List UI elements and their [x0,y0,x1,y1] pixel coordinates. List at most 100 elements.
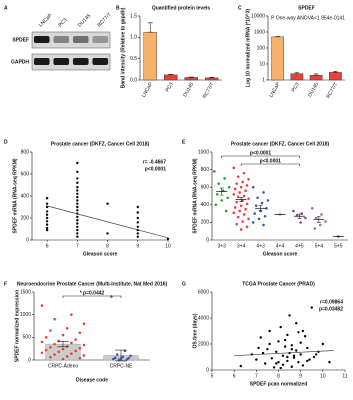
point [257,217,261,221]
y-tick-label: 1000 [198,149,209,155]
panel-letter: G [182,281,186,287]
point [262,223,265,227]
x-axis-label: Gleason score [263,251,298,257]
x-tick-label: LNCaP [268,81,282,99]
point [136,221,139,224]
point [233,187,237,191]
point [82,322,86,326]
point [268,342,271,346]
x-tick-label: CRPC-NE [110,363,133,369]
point [44,336,48,339]
y-tick-label: 0 [206,237,209,243]
y-tick-label: 0.5 [130,56,137,62]
panel-letter: A [4,5,8,11]
point [295,349,298,352]
point [292,354,296,357]
bar [143,32,158,81]
point [251,221,255,224]
point [260,201,264,205]
point [76,189,79,192]
x-tick-label: PC3 [291,81,301,93]
x-tick-label: RC77/T [202,82,216,100]
error-bar [258,205,263,212]
error-bar [147,22,153,33]
point [57,350,61,354]
panel-title: Prostate cancer (DKFZ, Cancer Cell 2018) [51,141,150,147]
point [49,355,52,359]
y-tick-label: 2000 [198,341,209,347]
bar [163,74,178,81]
panel-letter: C [238,5,242,11]
point [65,326,69,330]
error-bar [333,70,338,73]
point [281,363,285,366]
point [241,180,244,184]
point [220,199,224,202]
x-tick-label: 5+5 [334,243,343,249]
point [44,348,48,352]
point [76,235,79,238]
point [314,216,318,220]
point [251,185,255,189]
point [70,313,73,316]
y-tick-label: 10 [259,61,265,67]
y-tick-label: 1.0 [130,35,137,41]
comparison-label: p<0.0001 [260,158,281,164]
point [306,359,309,363]
point [290,365,293,368]
point [286,355,289,359]
x-tick-label: DU145 [182,81,195,98]
blot-band [53,58,70,65]
x-axis-label: SPDEF pcan normalized [250,381,308,387]
point [217,182,221,185]
point [318,223,322,227]
error-bar [57,341,69,348]
x-tick-label: LNCaP [141,81,155,99]
point [299,353,302,356]
point [49,329,52,332]
y-axis-label: Band intensity (Relative to gapdh) [120,7,126,88]
panel-title: Prostate cancer (DKFZ, Cancer Cell 2018) [231,141,330,147]
x-axis-label: Disease code [76,377,108,383]
y-tick-label: 0 [28,357,31,363]
point [245,202,249,206]
panel-title: TCGA Prostate Cancer (PRAD) [242,281,315,287]
point [238,209,241,213]
point [238,191,241,194]
point [283,345,287,348]
lane-label: DU145 [77,13,92,28]
y-tick-label: 600 [21,171,30,177]
y-tick-label: 800 [201,167,210,173]
point [232,192,236,196]
point [49,346,52,349]
x-tick-label: 10 [320,373,326,379]
y-tick-label: 0 [206,367,209,373]
x-tick-label: 8 [277,373,280,379]
point [295,322,298,325]
point [45,226,49,230]
error-bar [239,197,244,203]
error-bar [313,73,319,76]
point [288,314,291,317]
point [129,354,132,358]
y-tick-label: 500 [23,335,32,341]
point [121,355,125,359]
x-tick-label: 4+3 [256,243,265,249]
point [76,202,79,205]
point [224,209,228,213]
point [76,181,79,184]
point [324,220,327,223]
point [110,295,113,298]
point [76,170,79,173]
y-axis-label: SPDEF mRNA (RNA-seq RPKM) [12,158,18,233]
point [235,200,239,204]
point [256,196,259,200]
bracket [221,155,300,158]
point [275,350,278,353]
blot-band [33,36,50,43]
comparison-label: p<0.0001 [250,150,271,156]
point [239,185,243,189]
error-bar [219,187,224,196]
x-tick-label: 4+4 [276,243,285,249]
point [40,340,44,344]
